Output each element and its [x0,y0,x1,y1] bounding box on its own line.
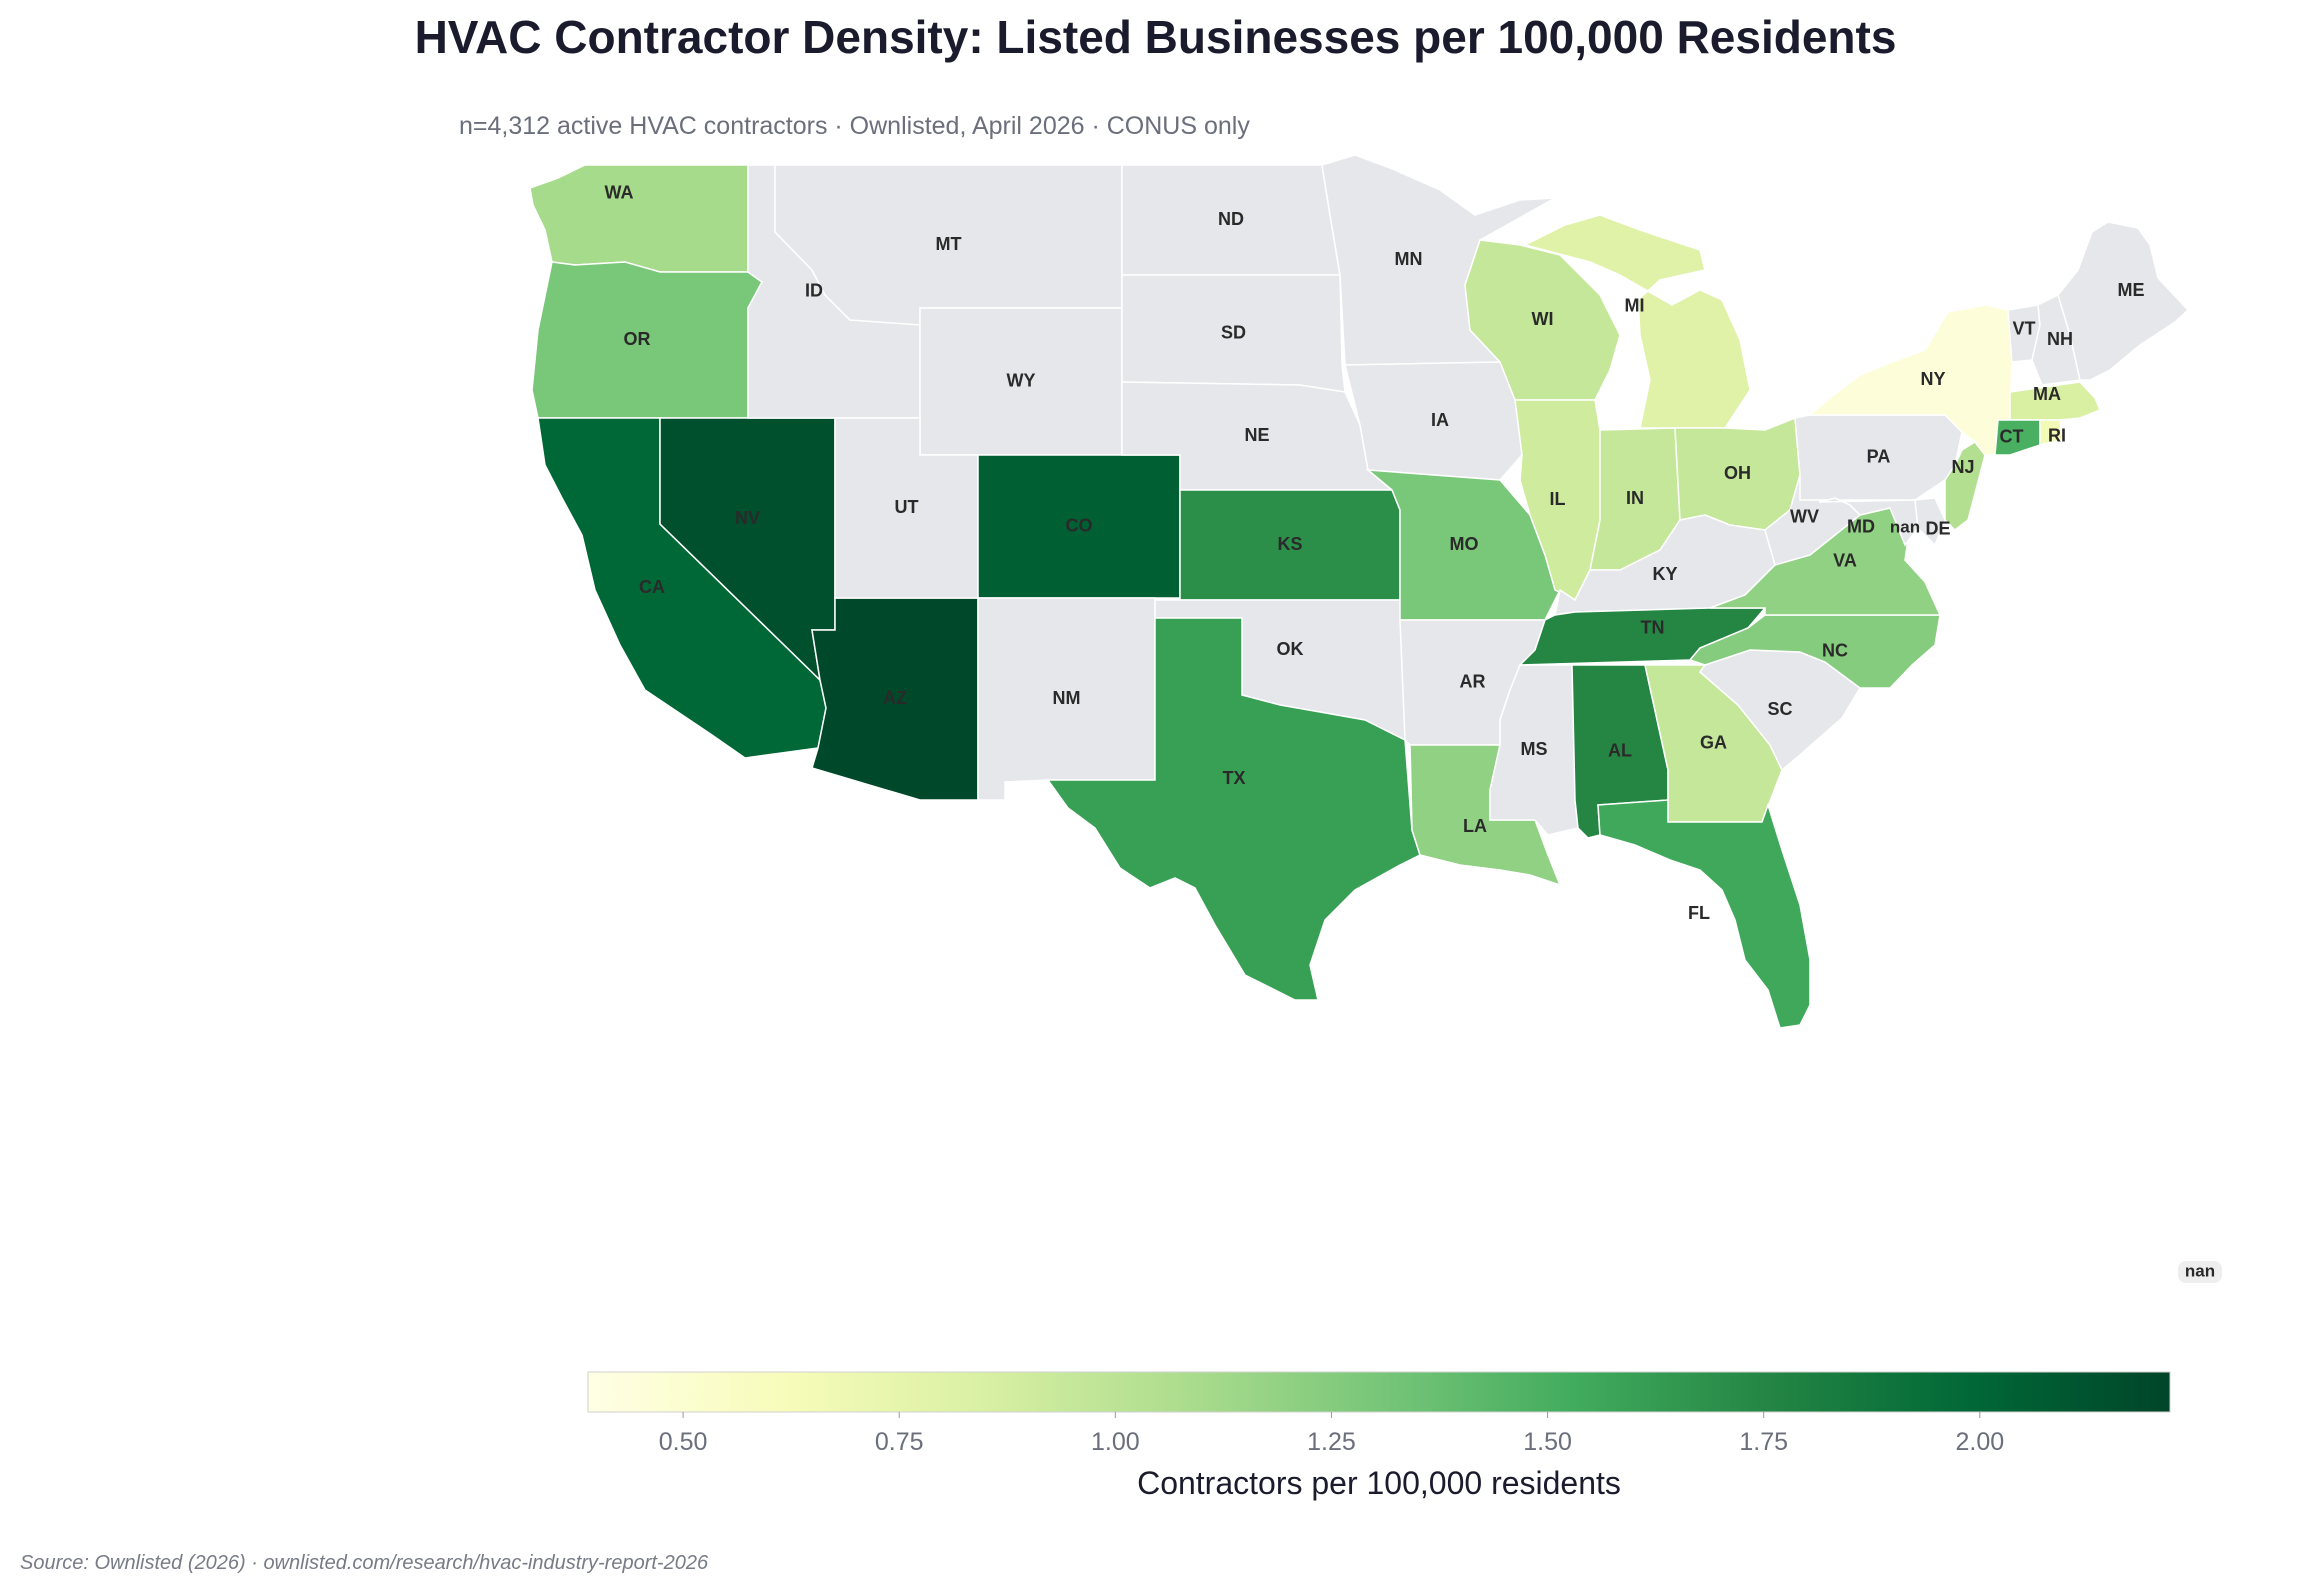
state-MI[interactable] [1522,214,1751,429]
state-label-AR: AR [1460,671,1486,691]
state-label-NH: NH [2047,329,2073,349]
state-label-CA: CA [639,577,665,597]
colorbar-tick-label: 1.25 [1307,1428,1356,1456]
source-note: Source: Ownlisted (2026) · ownlisted.com… [20,1552,709,1574]
colorbar: 0.50 0.75 1.00 1.25 1.50 1.75 2.00 Contractors… [587,1371,2171,1501]
state-label-IA: IA [1431,410,1449,430]
state-WA[interactable] [529,164,749,273]
state-label-UT: UT [895,497,919,517]
state-TX[interactable] [1046,617,1421,1001]
state-label-MO: MO [1450,534,1479,554]
state-label-VA: VA [1833,550,1857,570]
state-label-LA: LA [1463,816,1487,836]
state-RI[interactable] [2039,419,2063,446]
state-label-WV: WV [1790,506,1819,526]
colorbar-gradient [587,1371,2171,1413]
colorbar-tick-label: 1.50 [1523,1428,1572,1456]
state-label-PA: PA [1867,446,1891,466]
nan-label: nan [2185,1261,2215,1280]
colorbar-tick-label: 0.50 [659,1428,708,1456]
state-NJ[interactable] [1944,441,1986,531]
state-label-KY: KY [1652,564,1677,584]
state-label-AZ: AZ [883,688,907,708]
state-label-NE: NE [1244,425,1269,445]
state-label-GA: GA [1700,732,1727,752]
state-label-KS: KS [1277,534,1302,554]
state-label-SC: SC [1767,699,1792,719]
state-label-OH: OH [1724,463,1751,483]
nan-label: nan [1890,517,1920,536]
state-label-ME: ME [2118,280,2145,300]
state-label-FL: FL [1688,903,1710,923]
colorbar-tick-label: 0.75 [875,1428,924,1456]
state-label-NC: NC [1822,640,1848,660]
state-label-WA: WA [605,182,634,202]
state-label-IN: IN [1626,488,1644,508]
state-MS[interactable] [1489,664,1579,836]
state-label-DE: DE [1925,518,1950,538]
state-label-CT: CT [2000,426,2024,446]
colorbar-title: Contractors per 100,000 residents [1137,1465,1621,1501]
colorbar-tick-label: 1.75 [1739,1428,1788,1456]
state-label-AL: AL [1608,740,1632,760]
state-ME[interactable] [2057,221,2190,381]
state-label-ID: ID [805,280,823,300]
state-NC[interactable] [1688,614,1941,689]
state-label-MD: MD [1847,516,1875,536]
state-label-TX: TX [1222,768,1245,788]
state-label-ND: ND [1218,209,1244,229]
map-subtitle: n=4,312 active HVAC contractors · Ownlis… [459,112,1250,140]
state-WI[interactable] [1464,239,1621,401]
state-DE[interactable] [1914,497,1946,547]
state-label-MT: MT [936,234,962,254]
state-label-MS: MS [1521,739,1548,759]
state-label-WI: WI [1532,309,1554,329]
state-label-VT: VT [2012,318,2035,338]
state-FL[interactable] [1597,799,1811,1029]
nan-label-bg [2178,1261,2222,1283]
state-label-RI: RI [2048,425,2066,445]
state-label-MA: MA [2033,384,2061,404]
state-CT[interactable] [1994,419,2041,456]
colorbar-tick-label: 2.00 [1955,1428,2004,1456]
page-title: HVAC Contractor Density: Listed Business… [414,11,1897,63]
state-label-CO: CO [1066,515,1093,535]
state-label-NV: NV [735,508,760,528]
state-label-MI: MI [1625,295,1645,315]
state-label-WY: WY [1007,370,1036,390]
state-label-MN: MN [1395,249,1423,269]
state-label-OK: OK [1277,639,1304,659]
state-label-NM: NM [1053,688,1081,708]
colorbar-tick-label: 1.00 [1091,1428,1140,1456]
state-label-IL: IL [1550,489,1566,509]
state-label-NY: NY [1920,369,1945,389]
state-label-NJ: NJ [1951,457,1974,477]
state-label-SD: SD [1221,322,1246,342]
state-label-TN: TN [1641,617,1665,637]
state-label-OR: OR [624,329,651,349]
